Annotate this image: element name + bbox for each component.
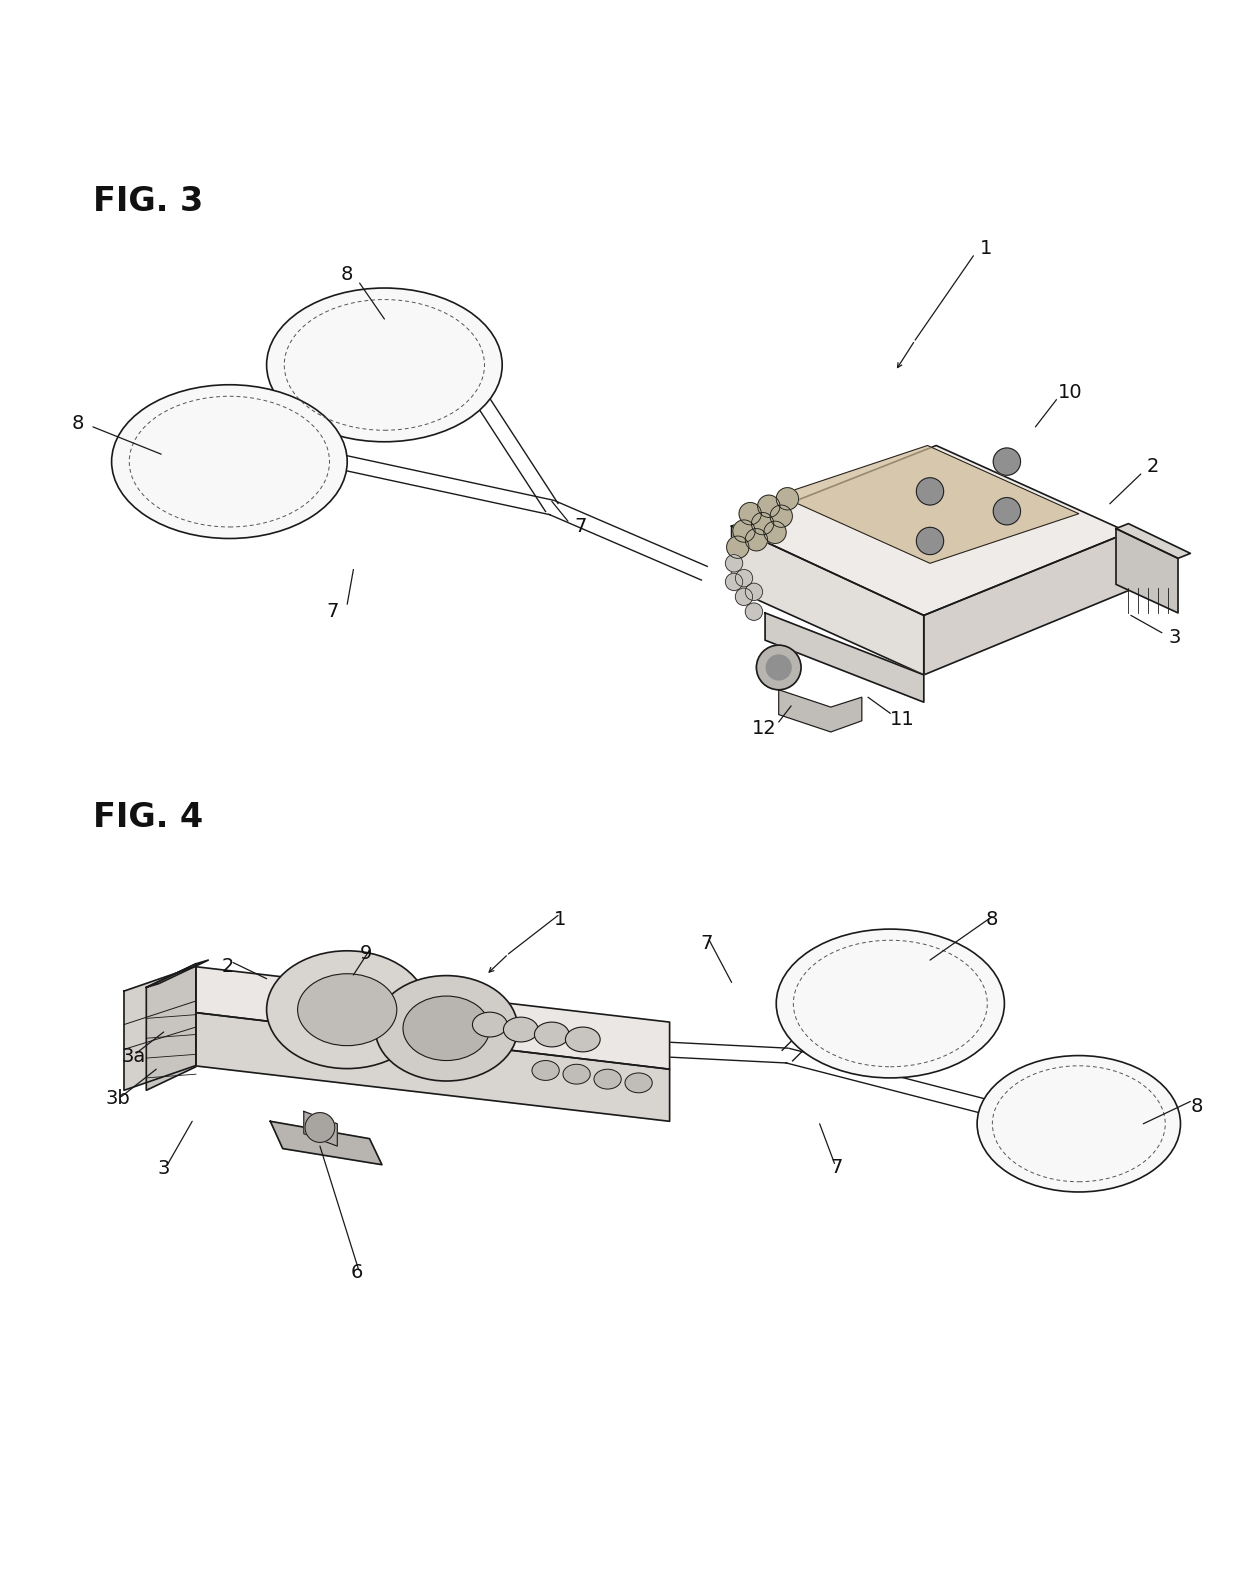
Polygon shape [779, 691, 862, 731]
Polygon shape [304, 1112, 337, 1147]
Circle shape [764, 521, 786, 543]
Ellipse shape [532, 1060, 559, 1081]
Ellipse shape [625, 1073, 652, 1093]
Ellipse shape [776, 930, 1004, 1078]
Text: 7: 7 [701, 934, 713, 953]
Circle shape [916, 478, 944, 505]
Text: FIG. 4: FIG. 4 [93, 801, 203, 834]
Polygon shape [192, 966, 670, 1070]
Ellipse shape [267, 288, 502, 442]
Circle shape [745, 529, 768, 551]
Text: 3: 3 [1168, 628, 1180, 647]
Polygon shape [1116, 529, 1178, 613]
Circle shape [735, 569, 753, 587]
Text: 12: 12 [751, 719, 776, 738]
Ellipse shape [563, 1065, 590, 1084]
Circle shape [993, 497, 1021, 525]
Text: 6: 6 [351, 1263, 363, 1282]
Circle shape [733, 521, 755, 543]
Text: 8: 8 [341, 264, 353, 283]
Text: 8: 8 [1190, 1096, 1203, 1115]
Circle shape [751, 513, 774, 535]
Polygon shape [924, 532, 1128, 675]
Polygon shape [1116, 524, 1190, 558]
Text: 1: 1 [980, 239, 992, 258]
Ellipse shape [534, 1022, 569, 1048]
Polygon shape [765, 613, 924, 702]
Circle shape [725, 555, 743, 573]
Polygon shape [732, 525, 924, 675]
Ellipse shape [565, 1027, 600, 1052]
Ellipse shape [472, 1011, 507, 1037]
Circle shape [725, 573, 743, 590]
Polygon shape [270, 1122, 382, 1164]
Circle shape [727, 536, 749, 558]
Circle shape [735, 588, 753, 606]
Text: 3: 3 [157, 1159, 170, 1178]
Text: 1: 1 [554, 909, 567, 928]
Ellipse shape [594, 1070, 621, 1089]
Circle shape [745, 584, 763, 601]
Circle shape [993, 448, 1021, 475]
Ellipse shape [267, 950, 428, 1068]
Polygon shape [146, 964, 196, 1090]
Text: 9: 9 [360, 944, 372, 963]
Circle shape [758, 495, 780, 518]
Ellipse shape [503, 1018, 538, 1041]
Text: 11: 11 [890, 709, 915, 728]
Text: 7: 7 [574, 516, 587, 535]
Circle shape [916, 527, 944, 555]
Circle shape [745, 602, 763, 620]
Text: 2: 2 [1147, 458, 1159, 477]
Circle shape [770, 505, 792, 527]
Circle shape [305, 1112, 335, 1142]
Text: 10: 10 [1058, 382, 1083, 401]
Text: 8: 8 [72, 414, 84, 433]
Circle shape [766, 654, 791, 680]
Text: 3a: 3a [122, 1048, 146, 1066]
Polygon shape [124, 966, 196, 1090]
Ellipse shape [298, 974, 397, 1046]
Circle shape [756, 645, 801, 691]
Text: 3b: 3b [105, 1090, 130, 1109]
Polygon shape [146, 960, 208, 988]
Circle shape [739, 502, 761, 525]
Text: 7: 7 [831, 1158, 843, 1177]
Circle shape [776, 488, 799, 510]
Polygon shape [732, 445, 1128, 615]
Text: 2: 2 [222, 956, 234, 975]
Ellipse shape [112, 385, 347, 538]
Ellipse shape [977, 1055, 1180, 1192]
Ellipse shape [374, 975, 517, 1081]
Text: 8: 8 [986, 909, 998, 928]
Polygon shape [192, 1011, 670, 1122]
Text: FIG. 3: FIG. 3 [93, 186, 203, 219]
Ellipse shape [403, 996, 490, 1060]
Polygon shape [779, 445, 1079, 563]
Text: 7: 7 [326, 602, 339, 621]
